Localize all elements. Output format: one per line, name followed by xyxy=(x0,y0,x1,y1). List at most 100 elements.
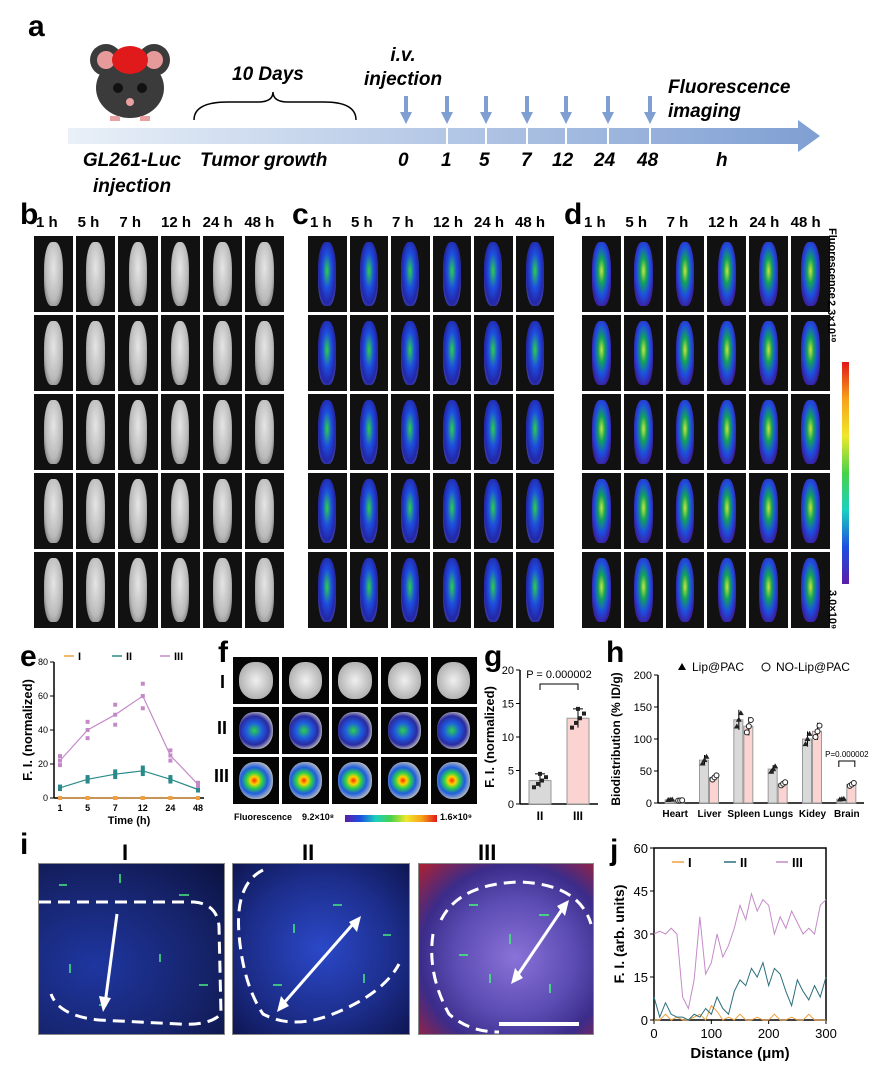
mouse-silhouette xyxy=(359,479,378,543)
mouse-silhouette xyxy=(128,558,148,622)
j-ytick-label: 0 xyxy=(641,1013,648,1028)
mouse-image-grid-c-r1-c1 xyxy=(349,315,388,391)
mouse-image-grid-d-r3-c0 xyxy=(582,473,621,549)
mouse-image-grid-d-r1-c0 xyxy=(582,315,621,391)
mouse-silhouette xyxy=(401,479,420,543)
e-ytick-label: 60 xyxy=(38,691,48,701)
mouse-image-grid-d-r1-c5 xyxy=(791,315,830,391)
mouse-image-grid-d-r3-c3 xyxy=(707,473,747,549)
timepoint-12: 12 xyxy=(552,150,574,171)
e-point xyxy=(85,719,90,724)
mouse-image-grid-c-r1-c2 xyxy=(391,315,430,391)
colorbar-max-label: 2.3×10¹⁰ xyxy=(825,300,837,343)
e-point xyxy=(85,728,90,732)
mouse-image-grid-c-r4-c3 xyxy=(432,552,471,628)
brain-shape xyxy=(437,761,471,800)
mouse-silhouette xyxy=(170,321,190,385)
e-ytick-label: 0 xyxy=(43,793,48,803)
mouse-silhouette xyxy=(484,400,503,464)
brain-row-label-2: II xyxy=(217,718,228,738)
h-point-circle xyxy=(679,797,686,804)
mouse-silhouette xyxy=(442,242,461,306)
panel-g-label: g xyxy=(484,640,503,673)
e-point xyxy=(140,796,145,800)
mouse-silhouette xyxy=(525,242,544,306)
mouse-silhouette xyxy=(128,479,148,543)
mouse-image-grid-b-r3-c3 xyxy=(160,473,200,549)
mouse-image-grid-b-r2-c1 xyxy=(76,394,116,470)
mouse-image-grid-b-r2-c5 xyxy=(244,394,284,470)
mouse-image-grid-b-r0-c0 xyxy=(34,236,74,312)
h-point-triangle xyxy=(802,741,809,747)
time-header-hdr-d-3: 12 h xyxy=(708,214,739,231)
micro-label-3: III xyxy=(478,840,497,865)
h-point-triangle xyxy=(703,753,710,759)
time-header-hdr-d-4: 24 h xyxy=(749,214,780,231)
mouse-image-grid-c-r1-c3 xyxy=(432,315,471,391)
h-ylabel: Biodistribution (% ID/g) xyxy=(609,672,623,805)
mouse-silhouette xyxy=(212,400,232,464)
mouse-image-grid-d-r3-c5 xyxy=(791,473,830,549)
j-ytick-label: 15 xyxy=(634,970,648,985)
g-xtick-label: II xyxy=(537,809,544,823)
mouse-image-grid-b-r4-c3 xyxy=(160,552,200,628)
mouse-image-grid-b-r4-c5 xyxy=(244,552,284,628)
mouse-silhouette xyxy=(401,242,420,306)
mouse-image-grid-d-r1-c1 xyxy=(623,315,663,391)
mouse-silhouette xyxy=(484,321,503,385)
h-point-circle xyxy=(812,734,819,741)
e-point xyxy=(113,702,118,707)
mouse-image-grid-d-r0-c3 xyxy=(707,236,747,312)
h-pvalue-bracket xyxy=(838,760,856,767)
mouse-silhouette xyxy=(359,400,378,464)
brain-image-r0-c2 xyxy=(331,657,379,704)
mouse-image-grid-c-r2-c5 xyxy=(515,394,554,470)
mouse-silhouette xyxy=(44,400,63,464)
mouse-silhouette xyxy=(525,558,544,622)
time-header-hdr-d-1: 5 h xyxy=(625,214,648,231)
brain-image-r0-c1 xyxy=(282,657,329,704)
brain-shape xyxy=(239,711,273,750)
mouse-silhouette xyxy=(717,479,737,543)
mouse-silhouette xyxy=(255,321,274,385)
h-point-circle xyxy=(782,779,789,786)
h-point-triangle xyxy=(733,723,740,729)
mouse-silhouette xyxy=(212,242,232,306)
e-point xyxy=(168,753,173,758)
mouse-silhouette xyxy=(442,479,461,543)
panel-a-label: a xyxy=(28,10,45,43)
mouse-image-grid-d-r2-c3 xyxy=(707,394,747,470)
time-header-hdr-b-4: 24 h xyxy=(202,214,233,231)
mouse-image-grid-d-r1-c3 xyxy=(707,315,747,391)
micro-label-2: II xyxy=(302,840,315,865)
mouse-silhouette xyxy=(401,400,420,464)
j-series-line-III xyxy=(653,891,827,1011)
mouse-silhouette xyxy=(86,242,106,306)
e-point xyxy=(168,779,173,784)
mouse-image-grid-b-r1-c0 xyxy=(34,315,74,391)
time-header-hdr-c-0: 1 h xyxy=(310,214,332,231)
mouse-silhouette xyxy=(86,479,106,543)
mouse-image-grid-b-r0-c3 xyxy=(160,236,200,312)
j-series-line-I xyxy=(654,1004,826,1021)
mouse-image-grid-b-r1-c2 xyxy=(118,315,158,391)
mouse-image-grid-d-r4-c2 xyxy=(665,552,705,628)
mouse-silhouette xyxy=(401,321,420,385)
mouse-image-grid-b-r1-c1 xyxy=(76,315,116,391)
e-ytick-label: 40 xyxy=(38,725,48,735)
timepoint-24: 24 xyxy=(594,150,616,171)
timepoint-0: 0 xyxy=(398,150,409,171)
e-point xyxy=(140,768,145,773)
imaging-grid-c xyxy=(308,236,554,628)
j-legend-label: III xyxy=(792,855,803,870)
imaging-grid-d xyxy=(582,236,830,628)
mouse-silhouette xyxy=(86,321,106,385)
mouse-silhouette xyxy=(633,479,653,543)
h-bar-Lungs-0 xyxy=(767,768,778,804)
h-xtick-label: Kidey xyxy=(799,809,827,820)
mouse-image-grid-c-r0-c0 xyxy=(308,236,347,312)
mouse-silhouette xyxy=(759,558,779,622)
panel-h-label: h xyxy=(606,636,625,669)
mouse-image-grid-b-r4-c2 xyxy=(118,552,158,628)
mouse-silhouette xyxy=(212,558,232,622)
